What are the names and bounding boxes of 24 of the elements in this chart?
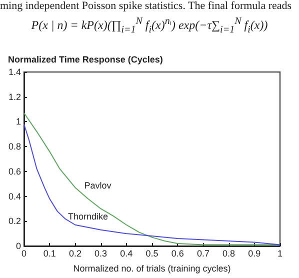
x-tick-label: 0.2 — [68, 248, 82, 258]
x-tick-label: 1 — [277, 248, 283, 258]
x-tick-label: 0.3 — [94, 248, 108, 258]
series-label: Thorndike — [68, 212, 108, 222]
x-tick-label: 0.6 — [171, 248, 184, 258]
y-tick-label: 0 — [16, 241, 21, 251]
x-axis-title: Normalized no. of trials (training cycles) — [73, 264, 231, 274]
x-tick-label: 0.5 — [146, 248, 158, 258]
y-tick-label: 0.8 — [8, 142, 21, 152]
x-tick-label: 0.4 — [120, 248, 133, 258]
series-label: Pavlov — [84, 180, 112, 191]
y-tick-label: 0.2 — [8, 216, 21, 226]
text: P(x | n) = kP(x)(∏$_{i=1}$$^{N}$ f$_{i}$(x)$^{nᵢ}$) exp(−τ∑$_{i=1}$$^{N}$ f$_{i}$(x)) — [31, 16, 268, 36]
x-tick-label: 0.7 — [196, 248, 210, 258]
y-tick-label: 1.4 — [8, 67, 21, 77]
y-tick-label: 1 — [16, 116, 21, 127]
chart-title: Normalized Time Response (Cycles) — [8, 54, 163, 64]
x-tick-label: 0.8 — [222, 248, 236, 258]
text: ming independent Poisson spike statistics. The final formula reads — [0, 0, 293, 12]
y-tick-label: 0.4 — [8, 191, 21, 202]
x-tick-label: 0.1 — [43, 248, 56, 258]
y-tick-label: 1.2 — [8, 92, 21, 102]
x-tick-label: 0.9 — [248, 248, 261, 258]
y-tick-label: 0.6 — [8, 166, 21, 176]
